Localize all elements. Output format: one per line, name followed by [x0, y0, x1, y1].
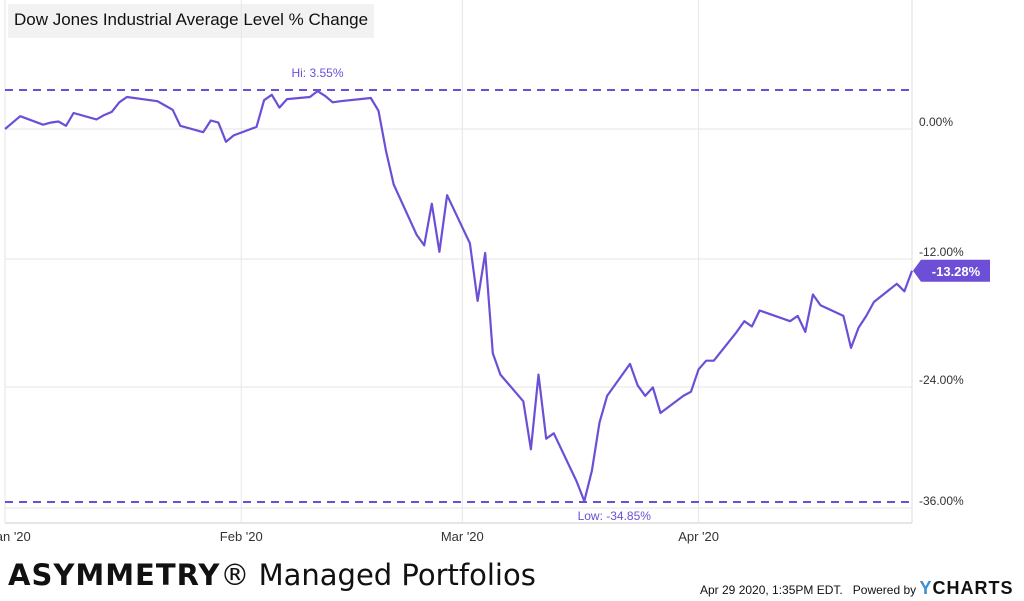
x-tick-label: Jan '20	[0, 529, 31, 544]
footer-attribution: Apr 29 2020, 1:35PM EDT. Powered by YCHA…	[700, 578, 1014, 599]
timestamp: Apr 29 2020, 1:35PM EDT.	[700, 583, 843, 597]
high-label: Hi: 3.55%	[291, 66, 343, 80]
series-line	[4, 89, 914, 503]
registered-mark: ®	[220, 558, 250, 592]
x-tick-label: Mar '20	[441, 529, 484, 544]
y-tick-label: -36.00%	[919, 494, 964, 508]
x-tick-label: Feb '20	[220, 529, 263, 544]
brand-name-rest: Managed Portfolios	[249, 558, 536, 592]
brand-name-bold: ASYMMETRY	[8, 558, 221, 592]
chart-title: Dow Jones Industrial Average Level % Cha…	[14, 10, 369, 29]
x-tick-label: Apr '20	[678, 529, 719, 544]
y-tick-label: -12.00%	[919, 245, 964, 259]
last-value-tag	[913, 259, 990, 282]
last-value-label: -13.28%	[932, 264, 981, 279]
asymmetry-logo: ASYMMETRY® Managed Portfolios	[8, 558, 536, 592]
ycharts-y: Y	[919, 578, 933, 598]
powered-by: Powered by	[852, 583, 917, 597]
ycharts-logo[interactable]: YCHARTS	[919, 578, 1013, 598]
y-tick-label: 0.00%	[919, 115, 953, 129]
y-tick-label: -24.00%	[919, 373, 964, 387]
ycharts-text: CHARTS	[932, 578, 1014, 598]
chart-title-box	[8, 4, 374, 38]
low-label: Low: -34.85%	[578, 509, 652, 523]
